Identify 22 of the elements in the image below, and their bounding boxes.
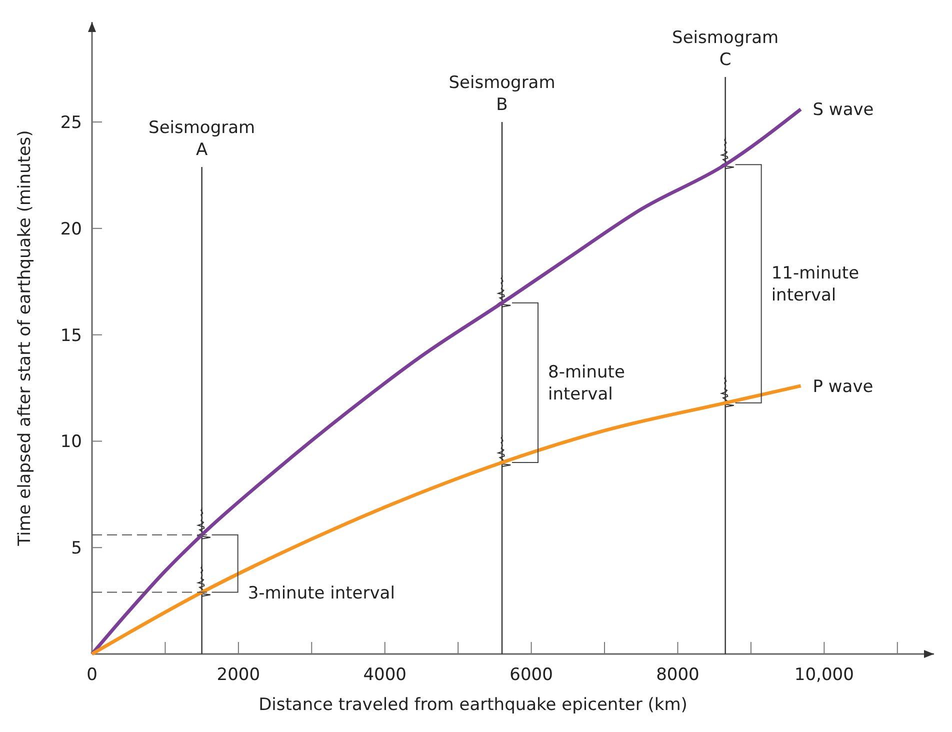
series-label: S wave [812, 100, 874, 120]
y-tick-label: 15 [60, 326, 82, 346]
x-tick-label: 2000 [216, 665, 260, 685]
series-label: P wave [812, 376, 874, 397]
x-tick-label: 8000 [656, 665, 700, 685]
x-tick-label: 10,000 [794, 665, 854, 685]
y-tick-label: 25 [60, 113, 82, 134]
annotation: 11-minute interval [771, 264, 860, 306]
y-tick-label: 10 [60, 432, 82, 452]
x-tick-label: 6000 [510, 665, 553, 685]
y-axis-title: Time elapsed after start of earthquake (minutes) [15, 130, 35, 547]
annotation: 8-minute interval [548, 362, 625, 405]
ref-line-label: Seismogram B [448, 73, 556, 115]
x-axis-title: Distance traveled from earthquake epicenter (km) [258, 695, 688, 715]
annotation: 3-minute interval [248, 583, 395, 604]
x-tick-label: 4000 [363, 665, 406, 685]
x-tick-label: 0 [86, 665, 98, 685]
y-tick-label: 20 [60, 219, 82, 240]
line-series [90, 384, 802, 656]
y-tick-label: 5 [71, 538, 82, 559]
ref-line-label: Seismogram C [672, 28, 779, 70]
ref-line-label: Seismogram A [148, 118, 256, 160]
